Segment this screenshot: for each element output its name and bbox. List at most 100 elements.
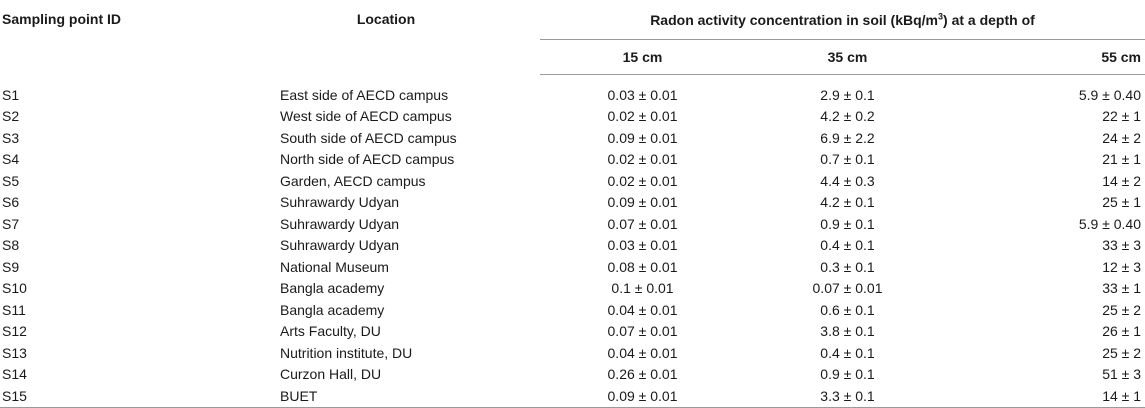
cell-depth-15: 0.09 ± 0.01 [607, 194, 678, 211]
cell-location: Suhrawardy Udyan [280, 237, 400, 254]
cell-sampling-point-id: S3 [2, 129, 20, 146]
table-row: S13 Nutrition institute, DU 0.04 ± 0.01 0.4… [0, 342, 1145, 364]
cell-depth-35: 0.07 ± 0.01 [812, 280, 883, 297]
header-span-suffix: ) at a depth of [943, 11, 1035, 28]
cell-depth-15: 0.04 ± 0.01 [607, 301, 678, 318]
cell-depth-35: 0.7 ± 0.1 [820, 151, 875, 168]
header-span-superscript: 3 [938, 10, 944, 21]
cell-depth-35: 0.9 ± 0.1 [820, 215, 875, 232]
cell-location: Curzon Hall, DU [280, 366, 382, 383]
cell-location: Garden, AECD campus [280, 172, 426, 189]
cell-location: East side of AECD campus [280, 86, 449, 103]
cell-depth-35: 3.8 ± 0.1 [820, 323, 875, 340]
cell-depth-15: 0.26 ± 0.01 [607, 366, 678, 383]
cell-sampling-point-id: S1 [2, 86, 20, 103]
table-row: S1 East side of AECD campus 0.03 ± 0.01 2.9… [0, 75, 1145, 106]
cell-depth-35: 2.9 ± 0.1 [820, 86, 875, 103]
table-body: S1 East side of AECD campus 0.03 ± 0.01 2.9… [0, 75, 1145, 408]
table-row: S7 Suhrawardy Udyan 0.07 ± 0.01 0.9 ± 0.1 5.… [0, 213, 1145, 235]
cell-location: West side of AECD campus [280, 108, 452, 125]
cell-depth-35: 4.2 ± 0.1 [820, 194, 875, 211]
cell-depth-55: 26 ± 1 [1102, 323, 1142, 340]
cell-depth-55: 14 ± 2 [1102, 172, 1142, 189]
cell-location: National Museum [280, 258, 389, 275]
cell-location: Nutrition institute, DU [280, 344, 413, 361]
cell-location: Bangla academy [280, 280, 385, 297]
cell-depth-35: 3.3 ± 0.1 [745, 385, 950, 408]
cell-depth-55: 21 ± 1 [1102, 151, 1142, 168]
table-row: S12 Arts Faculty, DU 0.07 ± 0.01 3.8 ± 0.1 2… [0, 321, 1145, 343]
cell-depth-15: 0.02 ± 0.01 [607, 108, 678, 125]
cell-depth-15: 0.08 ± 0.01 [607, 258, 678, 275]
cell-depth-55: 24 ± 2 [1102, 129, 1142, 146]
cell-depth-55: 5.9 ± 0.40 [1078, 215, 1142, 232]
cell-depth-15: 0.03 ± 0.01 [607, 237, 678, 254]
cell-sampling-point-id: S13 [2, 344, 27, 361]
cell-depth-35: 0.9 ± 0.1 [820, 366, 875, 383]
cell-location: Arts Faculty, DU [280, 323, 381, 340]
cell-sampling-point-id: S9 [2, 258, 20, 275]
cell-depth-15: 0.07 ± 0.01 [607, 323, 678, 340]
cell-sampling-point-id: S15 [0, 385, 232, 408]
table-row: S10 Bangla academy 0.1 ± 0.01 0.07 ± 0.01 33… [0, 278, 1145, 300]
table-row: S4 North side of AECD campus 0.02 ± 0.01 0.… [0, 149, 1145, 171]
cell-sampling-point-id: S6 [2, 194, 20, 211]
cell-sampling-point-id: S14 [2, 366, 27, 383]
cell-depth-15: 0.09 ± 0.01 [607, 129, 678, 146]
cell-depth-35: 0.6 ± 0.1 [820, 301, 875, 318]
cell-depth-15: 0.02 ± 0.01 [607, 151, 678, 168]
header-radon-concentration: Radon activity concentration in soil (kB… [540, 0, 1145, 40]
cell-depth-55: 5.9 ± 0.40 [1078, 86, 1142, 103]
cell-depth-35: 0.4 ± 0.1 [820, 344, 875, 361]
cell-depth-55: 33 ± 1 [1102, 280, 1142, 297]
table-header: Sampling point ID Location Radon activit… [0, 0, 1145, 75]
cell-sampling-point-id: S4 [2, 151, 20, 168]
header-depth-55: 55 cm [950, 39, 1145, 75]
cell-depth-55: 33 ± 3 [1102, 237, 1142, 254]
cell-sampling-point-id: S11 [2, 301, 26, 318]
cell-depth-15: 0.02 ± 0.01 [607, 172, 678, 189]
table-row: S5 Garden, AECD campus 0.02 ± 0.01 4.4 ± 0.… [0, 170, 1145, 192]
table-row: S3 South side of AECD campus 0.09 ± 0.01 6.… [0, 127, 1145, 149]
cell-depth-55: 12 ± 3 [1102, 258, 1142, 275]
cell-location: South side of AECD campus [280, 129, 457, 146]
cell-location: BUET [232, 385, 540, 408]
cell-sampling-point-id: S2 [2, 108, 20, 125]
cell-depth-15: 0.03 ± 0.01 [607, 86, 678, 103]
table-row: S14 Curzon Hall, DU 0.26 ± 0.01 0.9 ± 0.1 51… [0, 364, 1145, 386]
cell-sampling-point-id: S12 [2, 323, 27, 340]
table-row: S6 Suhrawardy Udyan 0.09 ± 0.01 4.2 ± 0.1 25… [0, 192, 1145, 214]
cell-depth-55: 51 ± 3 [1102, 366, 1142, 383]
cell-depth-55: 25 ± 1 [1102, 194, 1142, 211]
cell-location: Suhrawardy Udyan [280, 215, 400, 232]
cell-depth-55: 25 ± 2 [1102, 344, 1142, 361]
header-depth-15: 15 cm [540, 39, 745, 75]
cell-depth-35: 0.4 ± 0.1 [820, 237, 875, 254]
table-row: S15 BUET 0.09 ± 0.01 3.3 ± 0.1 14 ± 1 [0, 385, 1145, 408]
cell-depth-55: 22 ± 1 [1102, 108, 1142, 125]
cell-sampling-point-id: S10 [2, 280, 27, 297]
cell-depth-35: 4.2 ± 0.2 [820, 108, 875, 125]
cell-location: Suhrawardy Udyan [280, 194, 400, 211]
table-row: S9 National Museum 0.08 ± 0.01 0.3 ± 0.1 12 … [0, 256, 1145, 278]
table-row: S11 Bangla academy 0.04 ± 0.01 0.6 ± 0.1 25 … [0, 299, 1145, 321]
cell-depth-15: 0.1 ± 0.01 [611, 280, 674, 297]
cell-depth-35: 0.3 ± 0.1 [820, 258, 875, 275]
cell-depth-15: 0.04 ± 0.01 [607, 344, 678, 361]
cell-depth-15: 0.09 ± 0.01 [540, 385, 745, 408]
cell-depth-55: 14 ± 1 [950, 385, 1145, 408]
header-sampling-point-id: Sampling point ID [2, 11, 121, 27]
header-location: Location [356, 11, 416, 27]
header-span-prefix: Radon activity concentration in soil (kB… [650, 11, 939, 28]
table-row: S2 West side of AECD campus 0.02 ± 0.01 4.2… [0, 106, 1145, 128]
header-depth-35: 35 cm [745, 39, 950, 75]
cell-location: Bangla academy [280, 301, 385, 318]
cell-sampling-point-id: S7 [2, 215, 20, 232]
cell-location: North side of AECD campus [280, 151, 455, 168]
table-row: S8 Suhrawardy Udyan 0.03 ± 0.01 0.4 ± 0.1 33… [0, 235, 1145, 257]
cell-depth-15: 0.07 ± 0.01 [607, 215, 678, 232]
cell-depth-55: 25 ± 2 [1102, 301, 1142, 318]
cell-sampling-point-id: S5 [2, 172, 20, 189]
cell-depth-35: 4.4 ± 0.3 [820, 172, 875, 189]
